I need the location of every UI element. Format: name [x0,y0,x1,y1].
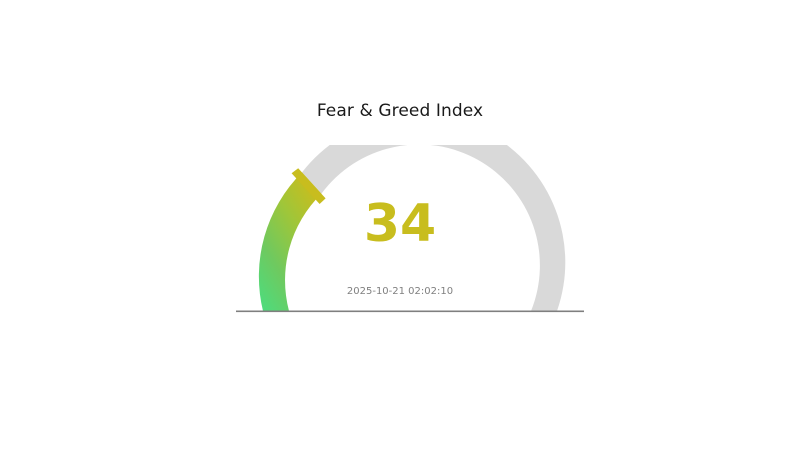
chart-title: Fear & Greed Index [316,101,484,121]
gauge-value-arc [258,172,322,311]
gauge-track-arc [302,145,566,311]
gauge-baseline [236,310,584,313]
gauge-threshold-marker [291,168,326,204]
gauge-container [236,145,584,320]
gauge-timestamp-label: 2025-10-21 02:02:10 [346,286,454,297]
gauge-value-label: 34 [363,194,437,254]
gauge-svg [236,145,584,313]
